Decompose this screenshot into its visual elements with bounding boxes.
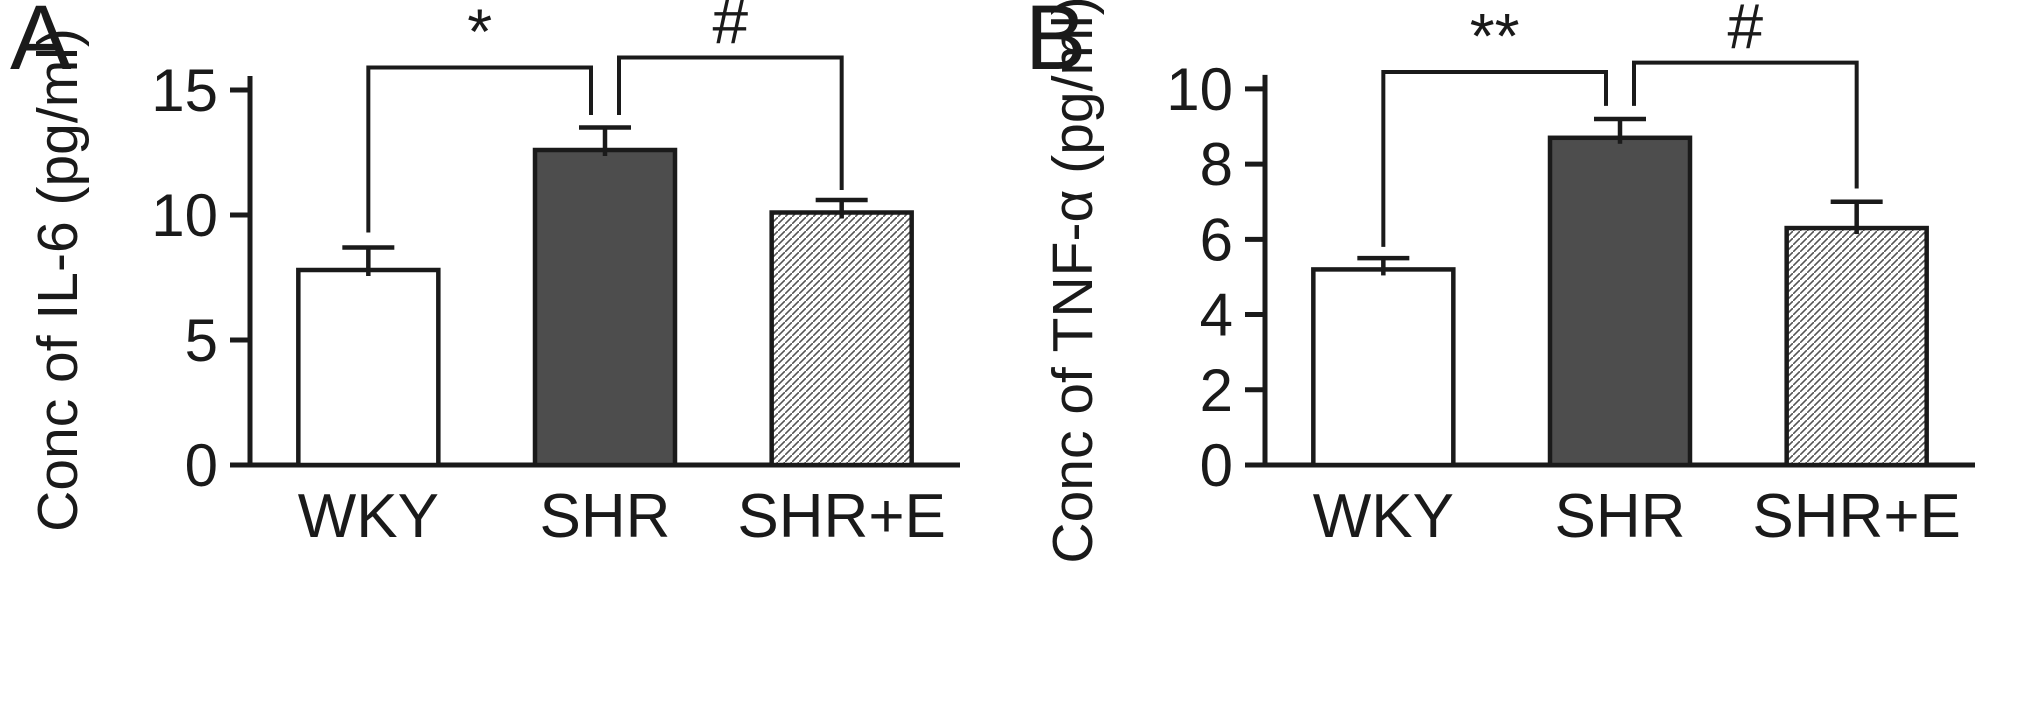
panel-A: A Conc of IL-6 (pg/ml) 0 5 10 15 WKY SHR SHR+E… bbox=[0, 0, 1015, 720]
significance-label: # bbox=[713, 0, 749, 58]
bar-chart-il6: 0 5 10 15 WKY SHR SHR+E * # bbox=[151, 0, 960, 551]
y-tick-label: 10 bbox=[1166, 56, 1233, 123]
x-tick-label: WKY bbox=[1313, 482, 1454, 551]
y-tick-label: 4 bbox=[1200, 282, 1233, 349]
bar-SHR+E bbox=[769, 210, 914, 468]
y-tick-label: 6 bbox=[1200, 206, 1233, 273]
bar-chart-tnf: 0 2 4 6 8 10 WKY SHR SHR+E ** # bbox=[1166, 0, 1975, 551]
y-tick-label: 10 bbox=[151, 182, 218, 249]
y-tick-label: 2 bbox=[1200, 357, 1233, 424]
significance-label: # bbox=[1728, 0, 1764, 63]
significance-label: ** bbox=[1470, 0, 1520, 72]
x-tick-label: SHR bbox=[540, 482, 671, 551]
y-tick-label: 15 bbox=[151, 57, 218, 124]
panel-B: B Conc of TNF-α (pg/ml) 0 2 4 6 8 10 WKY SHR SHR… bbox=[1015, 0, 2030, 720]
y-tick-label: 0 bbox=[1200, 432, 1233, 499]
y-axis-label-il6: Conc of IL-6 (pg/ml) bbox=[26, 28, 90, 532]
bar-SHR bbox=[532, 147, 678, 468]
panel-label-a: A bbox=[10, 0, 72, 89]
bar-WKY bbox=[1311, 267, 1456, 468]
x-tick-label: SHR bbox=[1555, 482, 1686, 551]
significance-bracket bbox=[617, 55, 844, 190]
x-tick-label: SHR+E bbox=[1752, 482, 1960, 551]
significance-bracket bbox=[366, 65, 593, 233]
x-tick-label: WKY bbox=[298, 482, 439, 551]
bar-WKY bbox=[296, 267, 441, 468]
significance-bracket bbox=[1632, 60, 1859, 189]
y-axis-label-tnf: Conc of TNF-α (pg/ml) bbox=[1041, 0, 1105, 564]
bar-SHR+E bbox=[1784, 225, 1929, 468]
significance-bracket bbox=[1381, 69, 1608, 247]
x-tick-label: SHR+E bbox=[737, 482, 945, 551]
y-tick-label: 0 bbox=[185, 432, 218, 499]
y-tick-label: 8 bbox=[1200, 131, 1233, 198]
significance-label: * bbox=[467, 0, 492, 68]
bar-SHR bbox=[1547, 135, 1693, 468]
y-tick-label: 5 bbox=[185, 307, 218, 374]
panel-label-b: B bbox=[1025, 0, 1087, 89]
